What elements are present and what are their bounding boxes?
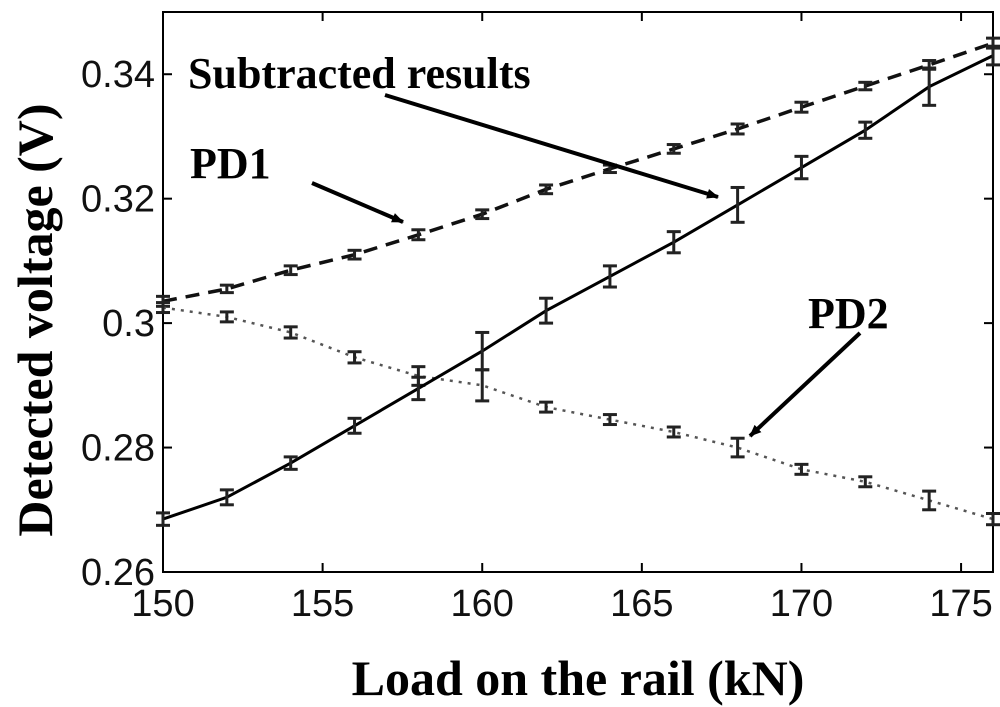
y-tick-label: 0.28 <box>81 428 155 470</box>
error-bar <box>858 120 873 140</box>
series-pd2 <box>156 301 1000 527</box>
error-bar <box>539 296 554 325</box>
error-bar <box>411 375 426 402</box>
annotation-arrow-subtracted <box>384 93 719 199</box>
error-bar <box>347 416 362 435</box>
error-bar <box>283 455 298 471</box>
x-tick-label: 150 <box>131 583 194 625</box>
plot-frame <box>162 11 994 573</box>
error-bar <box>539 400 554 414</box>
error-bar <box>794 462 809 476</box>
error-bar <box>986 44 1000 67</box>
error-bar <box>156 511 170 527</box>
x-axis-ticks: 150 155 160 165 170 175 <box>131 12 993 625</box>
error-bar <box>794 100 809 114</box>
annotation-label-pd1: PD1 <box>190 139 271 188</box>
error-bar <box>219 488 234 507</box>
annotation-arrow-pd2 <box>748 331 862 438</box>
series-line <box>162 54 994 521</box>
annotation-label-subtracted: Subtracted results <box>188 49 531 98</box>
error-bar <box>666 425 681 439</box>
error-bar <box>156 301 170 315</box>
x-axis-title: Load on the rail (kN) <box>352 650 805 706</box>
y-axis-ticks: 0.26 0.28 0.3 0.32 0.34 <box>81 54 993 594</box>
error-bar <box>539 183 554 196</box>
error-bar <box>602 264 617 289</box>
error-bar <box>986 512 1000 527</box>
error-bar <box>283 264 298 277</box>
y-tick-label: 0.34 <box>81 54 155 96</box>
error-bar <box>922 489 937 512</box>
series-subtracted-results <box>156 44 1000 527</box>
error-bar <box>858 80 873 92</box>
error-bar <box>794 154 809 181</box>
x-tick-label: 155 <box>291 583 354 625</box>
error-bar <box>219 283 234 295</box>
error-bar <box>219 310 234 324</box>
y-tick-label: 0.3 <box>102 303 155 345</box>
error-bar <box>411 228 426 242</box>
y-tick-label: 0.26 <box>81 552 155 594</box>
error-bar <box>666 143 681 155</box>
annotation-arrows <box>311 93 862 438</box>
error-bar <box>666 230 681 255</box>
error-bar <box>922 66 937 107</box>
error-bar <box>858 475 873 489</box>
x-tick-label: 170 <box>770 583 833 625</box>
error-bar <box>347 248 362 261</box>
x-tick-label: 165 <box>610 583 673 625</box>
series-layer <box>156 36 1000 527</box>
error-bar <box>475 208 490 221</box>
annotation-label-pd2: PD2 <box>808 289 889 338</box>
series-pd1 <box>156 36 1000 308</box>
error-bar <box>602 413 617 427</box>
annotation-arrow-pd1 <box>311 181 404 224</box>
error-bar <box>730 185 745 224</box>
x-tick-label: 175 <box>929 583 992 625</box>
x-tick-label: 160 <box>451 583 514 625</box>
error-bar <box>283 325 298 340</box>
y-tick-label: 0.32 <box>81 179 155 221</box>
series-line <box>162 41 994 304</box>
error-bar <box>475 330 490 372</box>
error-bar <box>730 436 745 459</box>
error-bar <box>730 122 745 136</box>
error-bar <box>347 350 362 365</box>
y-axis-title: Detected voltage (V) <box>7 103 63 536</box>
